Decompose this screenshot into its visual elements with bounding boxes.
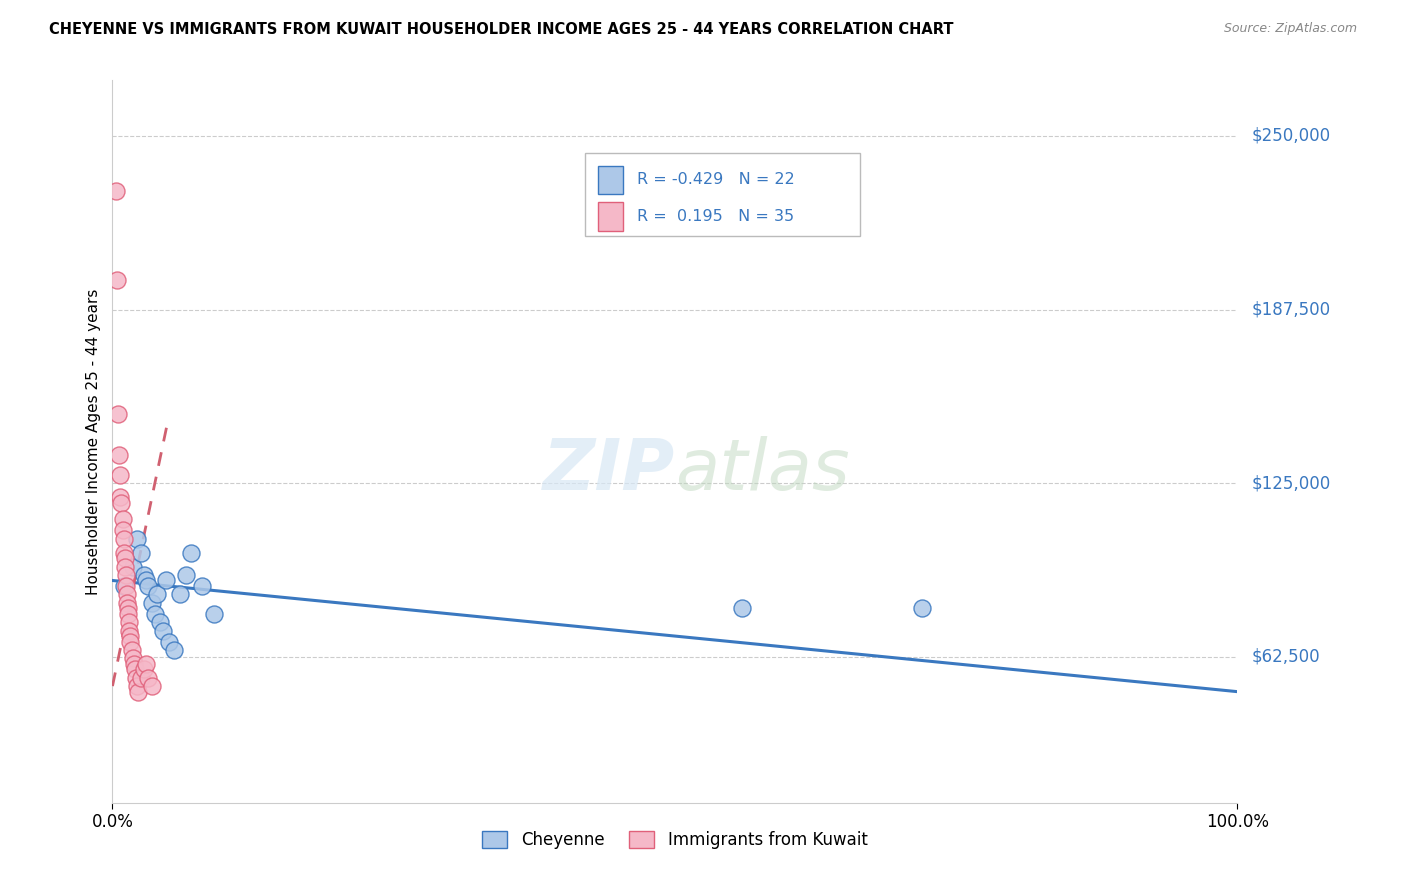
Point [108,449,131,463]
Point [143,607,166,621]
Point [115,587,138,601]
Point [111,524,134,538]
Text: CHEYENNE VS IMMIGRANTS FROM KUWAIT HOUSEHOLDER INCOME AGES 25 - 44 YEARS CORRELA: CHEYENNE VS IMMIGRANTS FROM KUWAIT HOUSE… [49,22,953,37]
Point [105,273,128,287]
Point [135,657,157,671]
Text: atlas: atlas [675,436,849,505]
Point [115,579,138,593]
Point [152,624,174,638]
Point [124,662,146,676]
Point [121,651,143,665]
Point [120,629,142,643]
Point [117,607,139,621]
Text: R = -0.429   N = 22: R = -0.429 N = 22 [637,172,794,187]
Point [112,579,135,593]
Point [169,587,191,601]
FancyBboxPatch shape [585,153,860,235]
Point [132,568,155,582]
Point [115,596,138,610]
Point [120,634,142,648]
Point [191,579,214,593]
Point [110,496,132,510]
Point [118,624,141,638]
Point [138,671,160,685]
Text: $187,500: $187,500 [1251,301,1330,318]
Legend: Cheyenne, Immigrants from Kuwait: Cheyenne, Immigrants from Kuwait [475,824,875,856]
Point [146,587,169,601]
Point [127,679,149,693]
Point [129,546,152,560]
FancyBboxPatch shape [599,202,623,230]
Point [911,601,934,615]
Point [132,662,155,676]
Point [104,185,127,199]
Point [121,559,143,574]
Point [129,671,152,685]
Point [114,551,136,566]
Point [127,532,149,546]
Point [118,615,141,630]
Point [180,546,202,560]
Point [112,546,135,560]
Y-axis label: Householder Income Ages 25 - 44 years: Householder Income Ages 25 - 44 years [86,288,101,595]
Text: Source: ZipAtlas.com: Source: ZipAtlas.com [1223,22,1357,36]
Point [114,559,136,574]
Point [141,596,163,610]
Point [110,467,132,482]
FancyBboxPatch shape [599,166,623,194]
Point [121,643,143,657]
Point [135,574,157,588]
Point [163,643,186,657]
Point [125,671,148,685]
Point [111,512,134,526]
Point [202,607,225,621]
Point [107,407,129,421]
Text: ZIP: ZIP [543,436,675,505]
Text: $125,000: $125,000 [1251,475,1330,492]
Point [174,568,197,582]
Point [731,601,754,615]
Text: $250,000: $250,000 [1251,127,1330,145]
Point [115,568,138,582]
Text: $62,500: $62,500 [1251,648,1320,666]
Text: R =  0.195   N = 35: R = 0.195 N = 35 [637,209,794,224]
Point [112,532,135,546]
Point [149,615,172,630]
Point [157,634,180,648]
Point [117,601,139,615]
Point [141,679,163,693]
Point [138,579,160,593]
Point [110,490,132,504]
Point [122,657,145,671]
Point [127,684,149,698]
Point [155,574,177,588]
